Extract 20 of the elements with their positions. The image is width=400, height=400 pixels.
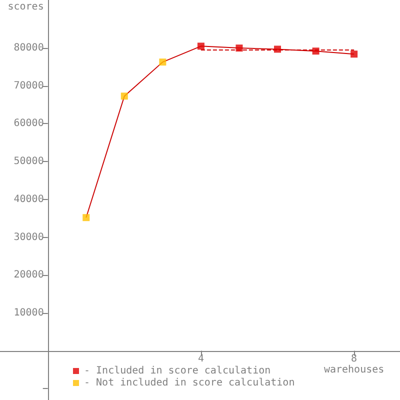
y-tick-label: 60000 — [14, 118, 44, 130]
point — [82, 214, 90, 222]
point — [274, 46, 282, 53]
y-tick-label: 50000 — [14, 156, 44, 168]
y-tick-label: 80000 — [14, 42, 44, 54]
y-tick-label: 30000 — [14, 232, 44, 243]
point — [159, 58, 166, 66]
legend-label: - Included in score calculation — [84, 366, 271, 376]
y-tick-label: 10000 — [14, 307, 44, 318]
point — [120, 92, 128, 100]
y-tick-label: 40000 — [14, 194, 44, 205]
y-tick-label: 20000 — [14, 270, 44, 281]
legend-label: - Not included in score calculation — [84, 378, 295, 388]
point — [312, 48, 320, 55]
point — [197, 42, 204, 50]
point — [236, 44, 243, 52]
point — [350, 50, 358, 58]
x-axis-title: warehouses — [324, 364, 384, 376]
y-axis-title: scores — [8, 2, 44, 12]
y-tick-label: 70000 — [14, 80, 44, 92]
